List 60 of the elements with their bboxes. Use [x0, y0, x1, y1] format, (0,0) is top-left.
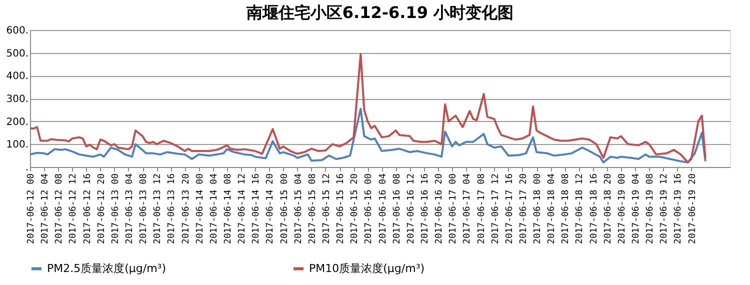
x-tick-label: 2017-06-17 16: [504, 174, 515, 244]
x-tick-label: 2017-06-13 12: [153, 174, 164, 244]
x-tick-label: 2017-06-14 16: [252, 174, 262, 244]
x-tick-label: 2017-06-15 16: [336, 174, 346, 244]
y-tick-label: 400.: [6, 71, 28, 82]
x-tick-label: 2017-06-16 12: [406, 174, 416, 244]
x-tick-label: 2017-06-17 20: [518, 174, 529, 244]
x-tick-label: 2017-06-15 00: [280, 174, 290, 244]
x-tick-label: 2017-06-15 12: [322, 174, 332, 244]
x-tick-label: 2017-06-19 20: [688, 174, 698, 244]
x-tick-label: 2017-06-12 00: [26, 174, 36, 244]
x-tick-label: 2017-06-19 00: [617, 174, 628, 244]
legend-label: PM2.5质量浓度(µg/m³): [47, 262, 166, 275]
x-tick-label: 2017-06-14 04: [209, 174, 220, 244]
line-series: [29, 108, 706, 164]
x-tick-label: 2017-06-19 12: [660, 174, 670, 244]
chart-title: 南堰住宅小区6.12-6.19 小时变化图: [245, 3, 514, 22]
y-tick-label: 100.: [6, 140, 28, 151]
x-tick-label: 2017-06-18 16: [589, 174, 600, 244]
x-tick-label: 2017-06-15 08: [308, 174, 318, 244]
x-tick-label: 2017-06-14 00: [195, 174, 206, 244]
x-tick-label: 2017-06-19 16: [674, 174, 684, 244]
x-tick-label: 2017-06-18 08: [561, 174, 572, 244]
x-tick-label: 2017-06-17 00: [448, 174, 459, 244]
x-tick-label: 2017-06-14 08: [223, 174, 234, 244]
x-tick-label: 2017-06-18 00: [533, 174, 544, 244]
x-tick-label: 2017-06-19 08: [646, 174, 656, 244]
y-tick-label: 600.: [6, 26, 28, 36]
x-tick-label: 2017-06-12 16: [82, 174, 93, 244]
x-tick-label: 2017-06-17 12: [490, 174, 501, 244]
x-tick-label: 2017-06-13 08: [139, 174, 150, 244]
x-tick-label: 2017-06-13 20: [181, 174, 192, 244]
x-tick-label: 2017-06-16 20: [434, 174, 445, 244]
y-tick-label: 200.: [6, 116, 28, 128]
y-tick-label: 500.: [6, 48, 28, 60]
line-series: [29, 52, 706, 164]
legend-label: PM10质量浓度(µg/m³): [309, 262, 425, 275]
x-tick-label: 2017-06-16 08: [392, 174, 402, 244]
x-tick-label: 2017-06-14 12: [238, 174, 248, 244]
x-tick-label: 2017-06-12 08: [54, 174, 65, 244]
x-tick-label: 2017-06-13 00: [110, 174, 121, 244]
x-tick-label: 2017-06-15 04: [294, 174, 304, 244]
x-tick-label: 2017-06-12 04: [40, 174, 51, 244]
x-tick-label: 2017-06-16 16: [420, 174, 430, 244]
x-tick-label: 2017-06-16 00: [364, 174, 374, 244]
x-tick-label: 2017-06-18 12: [575, 174, 586, 244]
y-tick-label: 300.: [6, 94, 28, 105]
x-tick-label: 2017-06-12 20: [96, 174, 107, 244]
x-tick-label: 2017-06-14 20: [266, 174, 276, 244]
x-tick-label: 2017-06-17 04: [462, 174, 473, 244]
x-tick-label: 2017-06-18 20: [603, 174, 614, 244]
x-tick-label: 2017-06-13 04: [124, 174, 135, 244]
x-tick-label: 2017-06-15 20: [350, 174, 360, 244]
x-tick-label: 2017-06-17 08: [476, 174, 487, 244]
x-tick-label: 2017-06-19 04: [632, 174, 642, 244]
x-tick-label: 2017-06-13 16: [167, 174, 178, 244]
x-tick-label: 2017-06-16 04: [378, 174, 388, 244]
y-tick-label: .: [25, 162, 28, 174]
x-tick-label: 2017-06-12 12: [68, 174, 79, 244]
x-tick-label: 2017-06-18 04: [547, 174, 558, 244]
